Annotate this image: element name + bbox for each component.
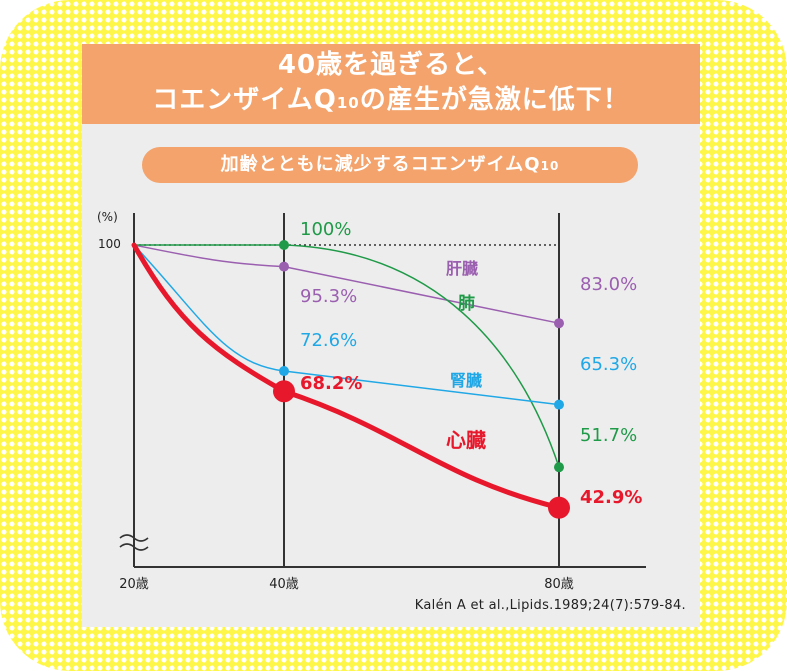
data-label-heart-40: 68.2%: [300, 373, 362, 394]
headline-line1: 40歳を過ぎると、: [277, 50, 505, 80]
axis-break-mark: [119, 534, 149, 551]
data-label-liver-80: 83.0%: [580, 274, 637, 295]
data-label-heart-80: 42.9%: [580, 487, 642, 508]
chart-title-main: 加齢とともに減少するコエンザイムQ: [220, 154, 541, 175]
data-label-lung-40: 100%: [300, 219, 351, 240]
data-point-lung-80: [554, 462, 564, 473]
series-name-liver: 肝臓: [446, 259, 478, 278]
citation: Kalén A et al.,Lipids.1989;24(7):579-84.: [414, 598, 686, 613]
data-point-kidney-40: [279, 366, 289, 377]
data-label-liver-40: 95.3%: [300, 286, 357, 307]
headline-line2-main: コエンザイムQ: [152, 85, 337, 115]
series-line-liver: [133, 244, 560, 324]
data-label-lung-80: 51.7%: [580, 425, 637, 446]
data-point-liver-40: [279, 261, 289, 272]
headline-line2-end: の産生が急激に低下！: [359, 85, 630, 115]
chart-title-subscript: 10: [540, 159, 560, 173]
series-name-heart: 心臓: [446, 428, 486, 452]
data-point-kidney-80: [554, 399, 564, 410]
headline-line2: コエンザイムQ10の産生が急激に低下！: [82, 82, 700, 121]
chart-title-pill: 加齢とともに減少するコエンザイムQ10: [142, 147, 638, 183]
data-label-kidney-80: 65.3%: [580, 354, 637, 375]
x-tick-label-80: 80歳: [544, 577, 574, 592]
data-point-lung-40: [279, 240, 289, 250]
y-tick-label-100: 100: [98, 237, 121, 251]
series-name-lung: 肺: [458, 294, 475, 314]
series-line-lung: [133, 244, 560, 468]
series-name-kidney: 腎臓: [450, 371, 482, 390]
y-axis-unit-label: (%): [97, 210, 118, 224]
data-label-kidney-40: 72.6%: [300, 330, 357, 351]
series-line-kidney: [133, 244, 560, 406]
headline-line2-subscript: 10: [336, 94, 360, 112]
headline-banner: 40歳を過ぎると、 コエンザイムQ10の産生が急激に低下！: [82, 44, 700, 124]
x-tick-label-20: 20歳: [119, 577, 149, 592]
chart-panel: 40歳を過ぎると、 コエンザイムQ10の産生が急激に低下！ 加齢とともに減少する…: [82, 44, 700, 627]
data-point-liver-80: [554, 318, 564, 329]
data-point-heart-80: [548, 496, 570, 519]
x-tick-label-40: 40歳: [269, 577, 299, 592]
data-point-heart-40: [273, 380, 295, 403]
